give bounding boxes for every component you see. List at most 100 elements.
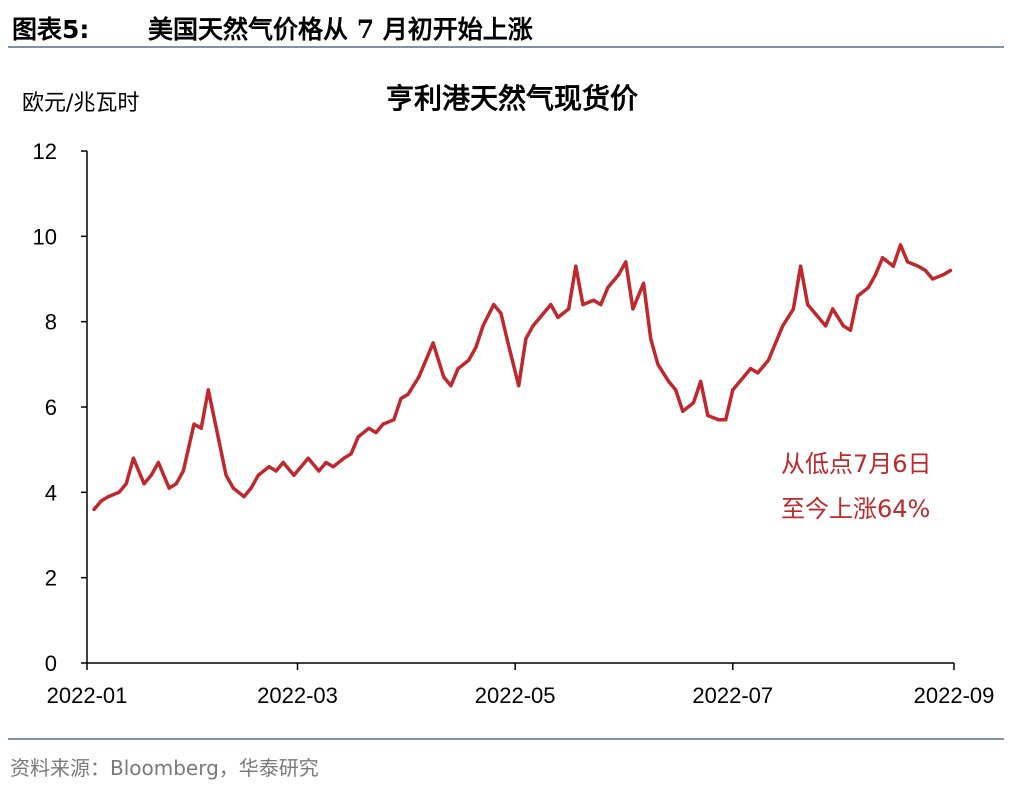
- y-tick-label: 12: [33, 139, 57, 164]
- data-point: [766, 358, 771, 362]
- data-point: [192, 422, 196, 426]
- data-point: [873, 273, 878, 277]
- data-point: [256, 473, 260, 477]
- data-point: [574, 264, 578, 268]
- data-point: [891, 264, 895, 268]
- data-point: [824, 324, 828, 328]
- data-point: [749, 367, 753, 371]
- chart-axes: [86, 151, 954, 664]
- data-point: [517, 384, 521, 388]
- data-point: [142, 482, 146, 486]
- data-point: [381, 422, 385, 426]
- annotation-line-2: 至今上涨64%: [781, 495, 930, 523]
- y-tick-label: 2: [45, 566, 57, 591]
- data-point: [941, 273, 945, 277]
- data-point: [756, 371, 760, 375]
- data-point: [699, 379, 703, 383]
- data-point: [131, 456, 135, 460]
- source-note: 资料来源：Bloomberg，华泰研究: [10, 756, 319, 780]
- data-point: [841, 324, 846, 328]
- y-tick-labels: 0 2 4 6 8 10 12: [33, 139, 87, 676]
- data-point: [442, 375, 446, 379]
- data-point: [331, 465, 335, 469]
- data-point: [467, 358, 471, 362]
- data-point: [898, 243, 903, 247]
- chart-title: 亨利港天然气现货价: [386, 82, 639, 115]
- data-point: [656, 362, 660, 366]
- y-tick-label: 4: [45, 480, 57, 505]
- x-tick-label: 2022-09: [914, 683, 995, 708]
- data-point: [781, 324, 785, 328]
- data-point: [406, 392, 410, 396]
- data-point: [292, 473, 296, 477]
- data-point: [906, 260, 910, 264]
- data-point: [306, 456, 310, 460]
- figure-label: 图表5:: [12, 15, 90, 44]
- data-point: [167, 486, 171, 490]
- data-point: [431, 341, 435, 345]
- data-point: [624, 260, 628, 264]
- data-point: [424, 358, 428, 362]
- data-point: [606, 285, 610, 290]
- data-point: [741, 375, 746, 379]
- data-point: [599, 303, 603, 307]
- data-point: [281, 460, 285, 465]
- data-point: [156, 460, 160, 465]
- data-point: [806, 303, 810, 307]
- data-point: [399, 396, 403, 401]
- data-point: [706, 413, 710, 418]
- data-point: [349, 452, 353, 456]
- data-point: [631, 307, 635, 311]
- data-point: [916, 264, 920, 268]
- data-point: [816, 315, 821, 319]
- data-point: [866, 285, 871, 290]
- data-point: [799, 264, 803, 268]
- series-line: [92, 243, 953, 512]
- data-point: [774, 341, 778, 345]
- figure-header: 图表5: 美国天然气价格从 7 月初开始上涨: [8, 6, 1004, 48]
- data-point: [931, 277, 935, 281]
- data-point: [124, 482, 128, 486]
- data-point: [92, 507, 96, 511]
- data-point: [324, 460, 328, 465]
- data-point: [474, 345, 478, 349]
- data-point: [681, 409, 685, 413]
- data-point: [923, 268, 928, 273]
- data-point: [342, 456, 346, 460]
- data-point: [199, 426, 203, 430]
- y-axis-unit-label: 欧元/兆瓦时: [22, 91, 139, 116]
- figure-title: 美国天然气价格从 7 月初开始上涨: [148, 15, 533, 44]
- data-point: [392, 418, 396, 422]
- annotation-line-1: 从低点7月6日: [781, 450, 932, 478]
- data-point: [456, 367, 460, 371]
- data-point: [217, 439, 221, 443]
- data-point: [317, 469, 321, 473]
- data-point: [581, 303, 585, 307]
- x-tick-label: 2022-01: [47, 683, 128, 708]
- data-point: [449, 384, 453, 388]
- data-point: [642, 281, 646, 285]
- data-point: [374, 431, 378, 435]
- data-point: [299, 465, 303, 469]
- data-point: [267, 465, 271, 469]
- data-point: [567, 307, 571, 311]
- data-point: [524, 337, 528, 341]
- data-point: [356, 435, 360, 439]
- data-point: [617, 273, 621, 277]
- data-point: [506, 341, 510, 345]
- data-point: [249, 486, 253, 490]
- data-point: [99, 499, 103, 503]
- x-tick-label: 2022-07: [692, 683, 773, 708]
- data-point: [848, 328, 853, 332]
- data-point: [417, 375, 421, 379]
- data-point: [231, 486, 235, 490]
- data-point: [649, 337, 653, 341]
- series-group: [92, 243, 953, 512]
- data-point: [667, 379, 671, 383]
- data-point: [242, 495, 246, 499]
- data-point: [492, 303, 496, 307]
- data-point: [592, 298, 596, 302]
- y-tick-label: 10: [33, 224, 57, 249]
- x-tick-label: 2022-05: [475, 683, 556, 708]
